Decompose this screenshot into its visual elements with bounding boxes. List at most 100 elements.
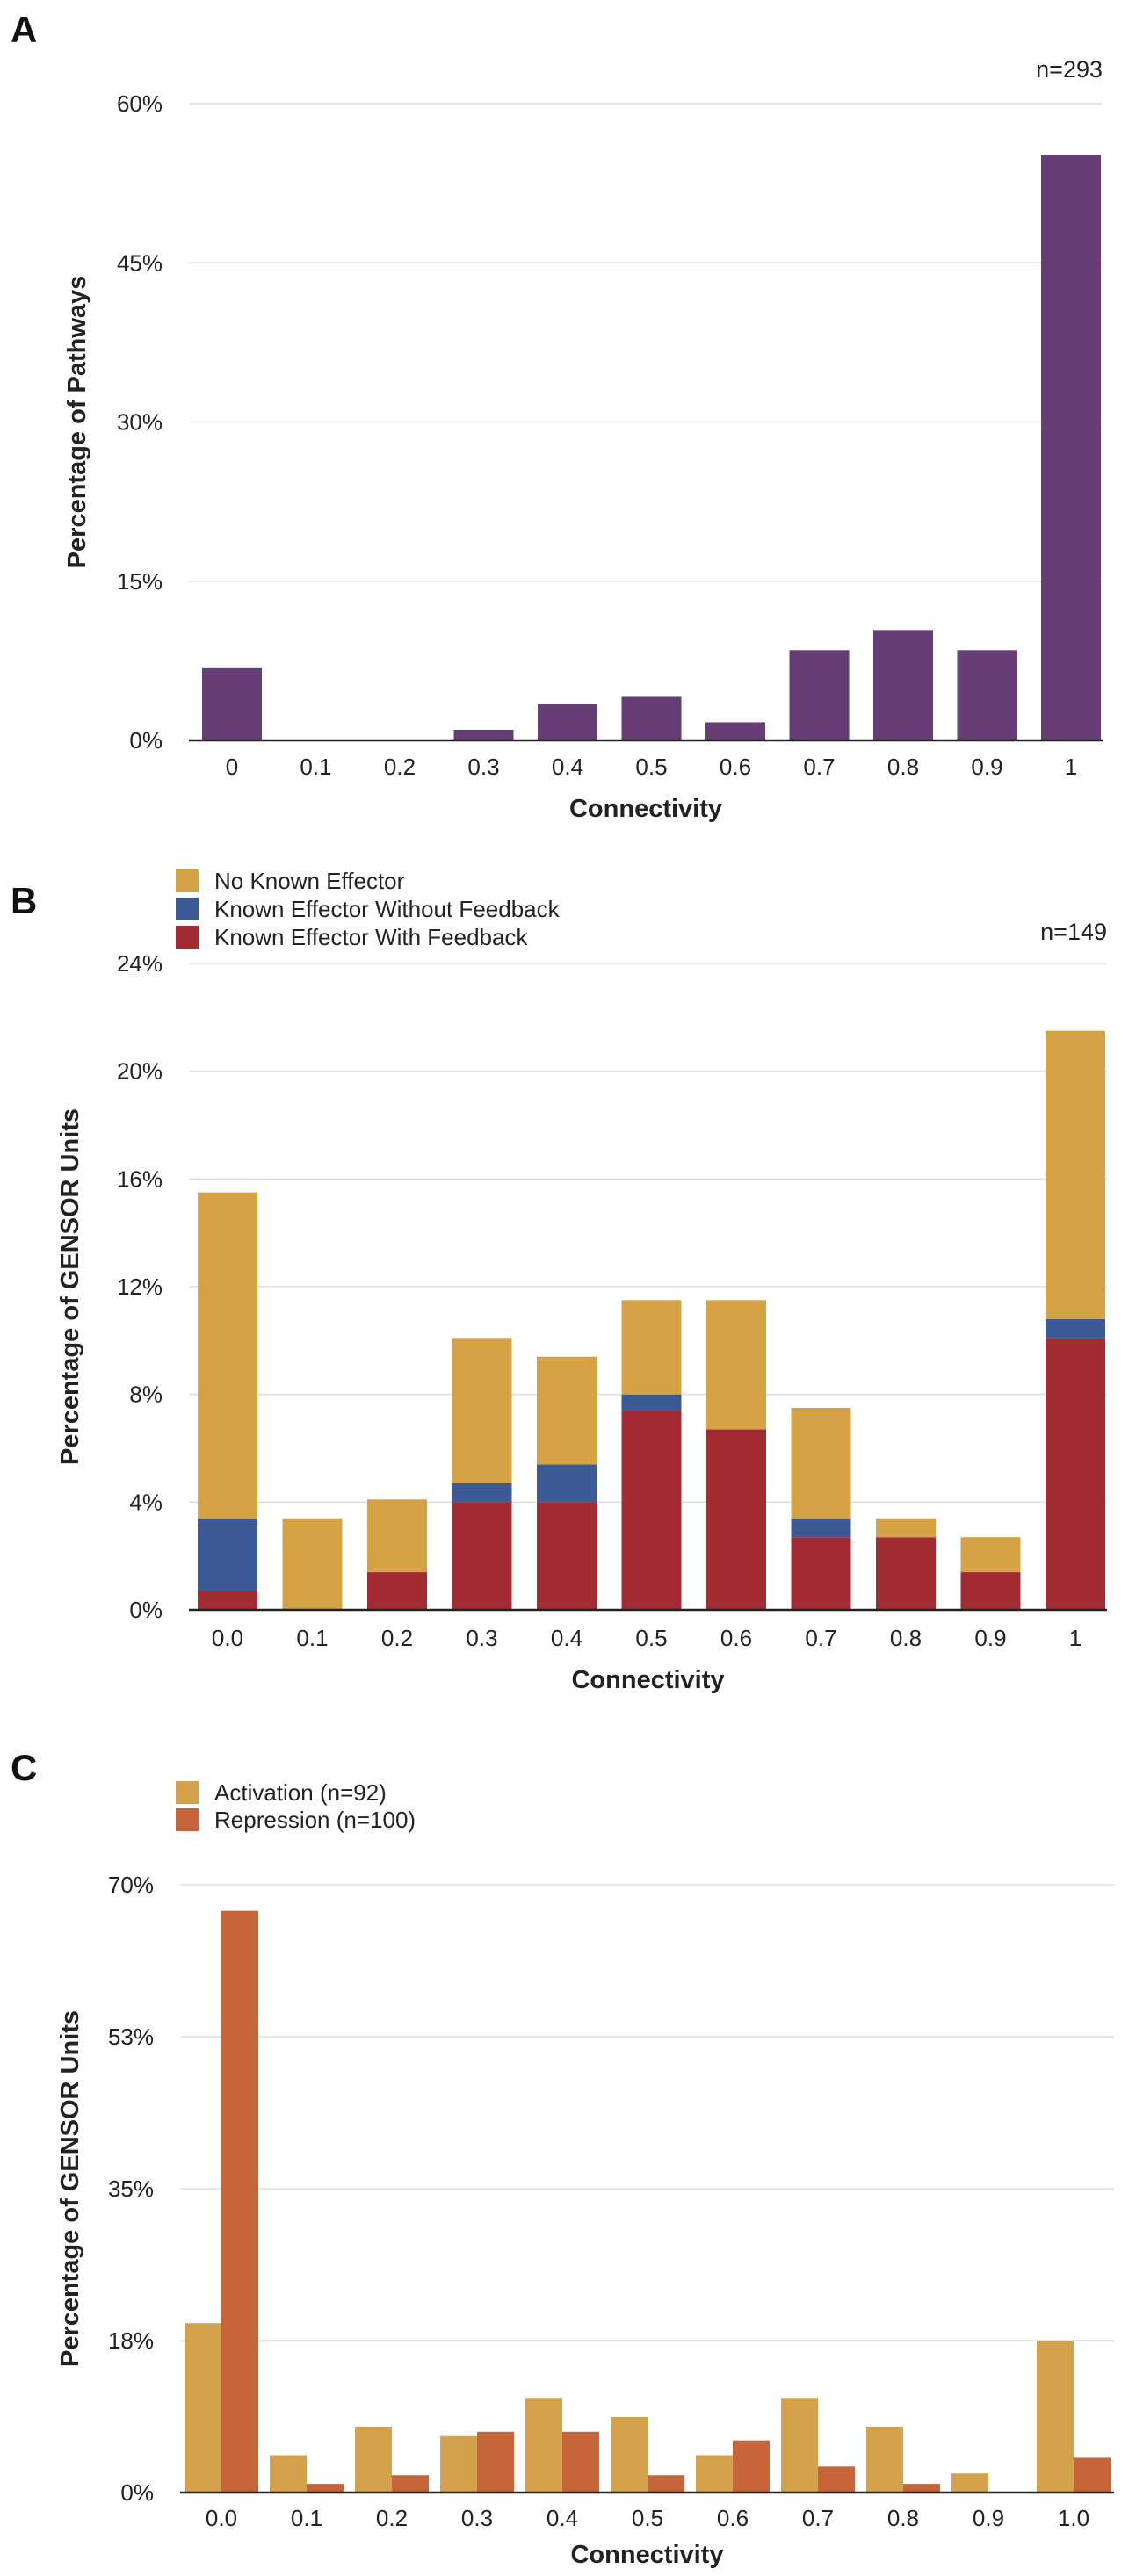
legend-swatch	[176, 898, 199, 920]
x-tick-label: 0.9	[974, 1625, 1006, 1651]
bar	[355, 2426, 392, 2493]
x-tick-label: 0.1	[291, 2505, 322, 2531]
y-tick-label: 53%	[108, 2024, 154, 2050]
x-tick-label: 0.6	[717, 2505, 749, 2531]
legend-swatch	[176, 1808, 199, 1831]
y-tick-label: 4%	[129, 1489, 163, 1515]
y-tick-label: 0%	[120, 2479, 154, 2506]
x-tick-label: 0.2	[384, 754, 416, 780]
bars	[202, 155, 1101, 740]
x-tick-label: 0.1	[300, 754, 331, 780]
x-tick-label: 1	[1069, 1625, 1082, 1651]
bar-segment	[537, 1464, 597, 1503]
x-tick-label: 1	[1065, 754, 1077, 780]
bar	[202, 667, 262, 740]
x-tick-label: 0.7	[805, 1625, 836, 1651]
bar-segment	[706, 1300, 766, 1430]
y-tick-label: 45%	[117, 249, 163, 276]
bar	[733, 2440, 770, 2493]
bar	[453, 729, 514, 740]
y-tick-label: 0%	[129, 727, 163, 754]
bar	[873, 630, 933, 740]
y-tick-label: 60%	[117, 90, 163, 117]
bar	[538, 704, 597, 740]
bar	[1041, 155, 1101, 740]
x-tick-label: 0.8	[890, 1625, 922, 1651]
bar	[440, 2435, 477, 2493]
bar-segment	[876, 1537, 936, 1610]
x-tick-label: 0.8	[887, 2505, 919, 2531]
bar	[307, 2484, 344, 2493]
bar-segment	[367, 1499, 427, 1573]
x-tick-label: 0.3	[467, 754, 499, 780]
bar-segment	[960, 1537, 1021, 1573]
bar-segment	[791, 1518, 851, 1538]
y-tick-label: 8%	[129, 1382, 163, 1408]
bar-segment	[621, 1300, 682, 1395]
chart-panel-A: An=293 0% 15% 30% 45% 60% 0 0.1 0.2 0.3 0.4 0.5 0.6 0…	[11, 9, 1103, 823]
bar-segment	[706, 1429, 766, 1610]
x-tick-label: 0.8	[887, 754, 919, 780]
x-tick-label: 0.5	[632, 2505, 663, 2531]
bar	[696, 2455, 733, 2493]
x-tick-label: 0.3	[466, 1625, 497, 1651]
bars	[185, 1910, 1111, 2493]
x-tick-label: 0.9	[971, 754, 1002, 780]
bar	[1037, 2341, 1074, 2493]
bar	[705, 722, 765, 740]
legend-swatch	[176, 926, 199, 949]
y-tick-label: 16%	[117, 1165, 163, 1192]
bar-segment	[791, 1408, 851, 1519]
bar-segment	[198, 1192, 257, 1519]
bar	[781, 2398, 818, 2493]
x-tick-label: 0.0	[206, 2505, 237, 2531]
chart-panel-B: Bn=149 0% 4% 8% 12% 16% 20% 24% 0.0 0.1 0.2 0.3 0.4 0…	[11, 868, 1107, 1694]
legend-entry: Repression (n=100)	[214, 1807, 416, 1833]
x-tick-label: 0.1	[296, 1625, 328, 1651]
y-tick-label: 12%	[117, 1274, 163, 1300]
legend-swatch	[176, 869, 199, 892]
bar	[1074, 2457, 1111, 2493]
panel-label: A	[11, 9, 37, 50]
y-axis-title: Percentage of Pathways	[63, 276, 91, 569]
bar-segment	[876, 1518, 936, 1538]
x-tick-label: 0.4	[552, 754, 583, 780]
x-tick-label: 0.4	[546, 2505, 578, 2531]
bars	[198, 1030, 1105, 1610]
bar	[866, 2426, 903, 2493]
y-tick-label: 30%	[117, 409, 163, 436]
bar	[221, 1910, 258, 2493]
bar	[951, 2473, 988, 2493]
panel-label: C	[11, 1747, 37, 1788]
x-tick-label: 0.3	[461, 2505, 493, 2531]
bar-segment	[282, 1518, 343, 1610]
x-tick-label: 0.6	[720, 1625, 752, 1651]
legend-entry: No Known Effector	[214, 868, 405, 894]
x-tick-label: 0.4	[551, 1625, 582, 1651]
bar	[562, 2431, 599, 2493]
legend: Activation (n=92)Repression (n=100)	[176, 1779, 416, 1833]
x-tick-label: 0.7	[802, 2505, 834, 2531]
y-tick-label: 24%	[117, 950, 163, 977]
bar-segment	[1046, 1338, 1105, 1610]
bar-segment	[198, 1518, 257, 1591]
y-tick-label: 20%	[117, 1058, 163, 1085]
x-tick-label: 0.9	[973, 2505, 1004, 2531]
y-axis-title: Percentage of GENSOR Units	[56, 2010, 84, 2367]
x-tick-label: 0.2	[381, 1625, 413, 1651]
bar-segment	[621, 1394, 682, 1411]
bar-segment	[537, 1356, 597, 1465]
bar-segment	[537, 1502, 597, 1610]
y-tick-label: 15%	[117, 568, 163, 595]
panel-label: B	[11, 880, 37, 921]
x-tick-label: 0.7	[803, 754, 835, 780]
legend-swatch	[176, 1781, 199, 1804]
bar-segment	[791, 1537, 851, 1610]
y-tick-label: 70%	[108, 1872, 154, 1898]
x-tick-label: 0.0	[212, 1625, 243, 1651]
bar	[477, 2431, 514, 2493]
y-tick-label: 0%	[129, 1597, 163, 1623]
y-tick-label: 35%	[108, 2176, 154, 2202]
